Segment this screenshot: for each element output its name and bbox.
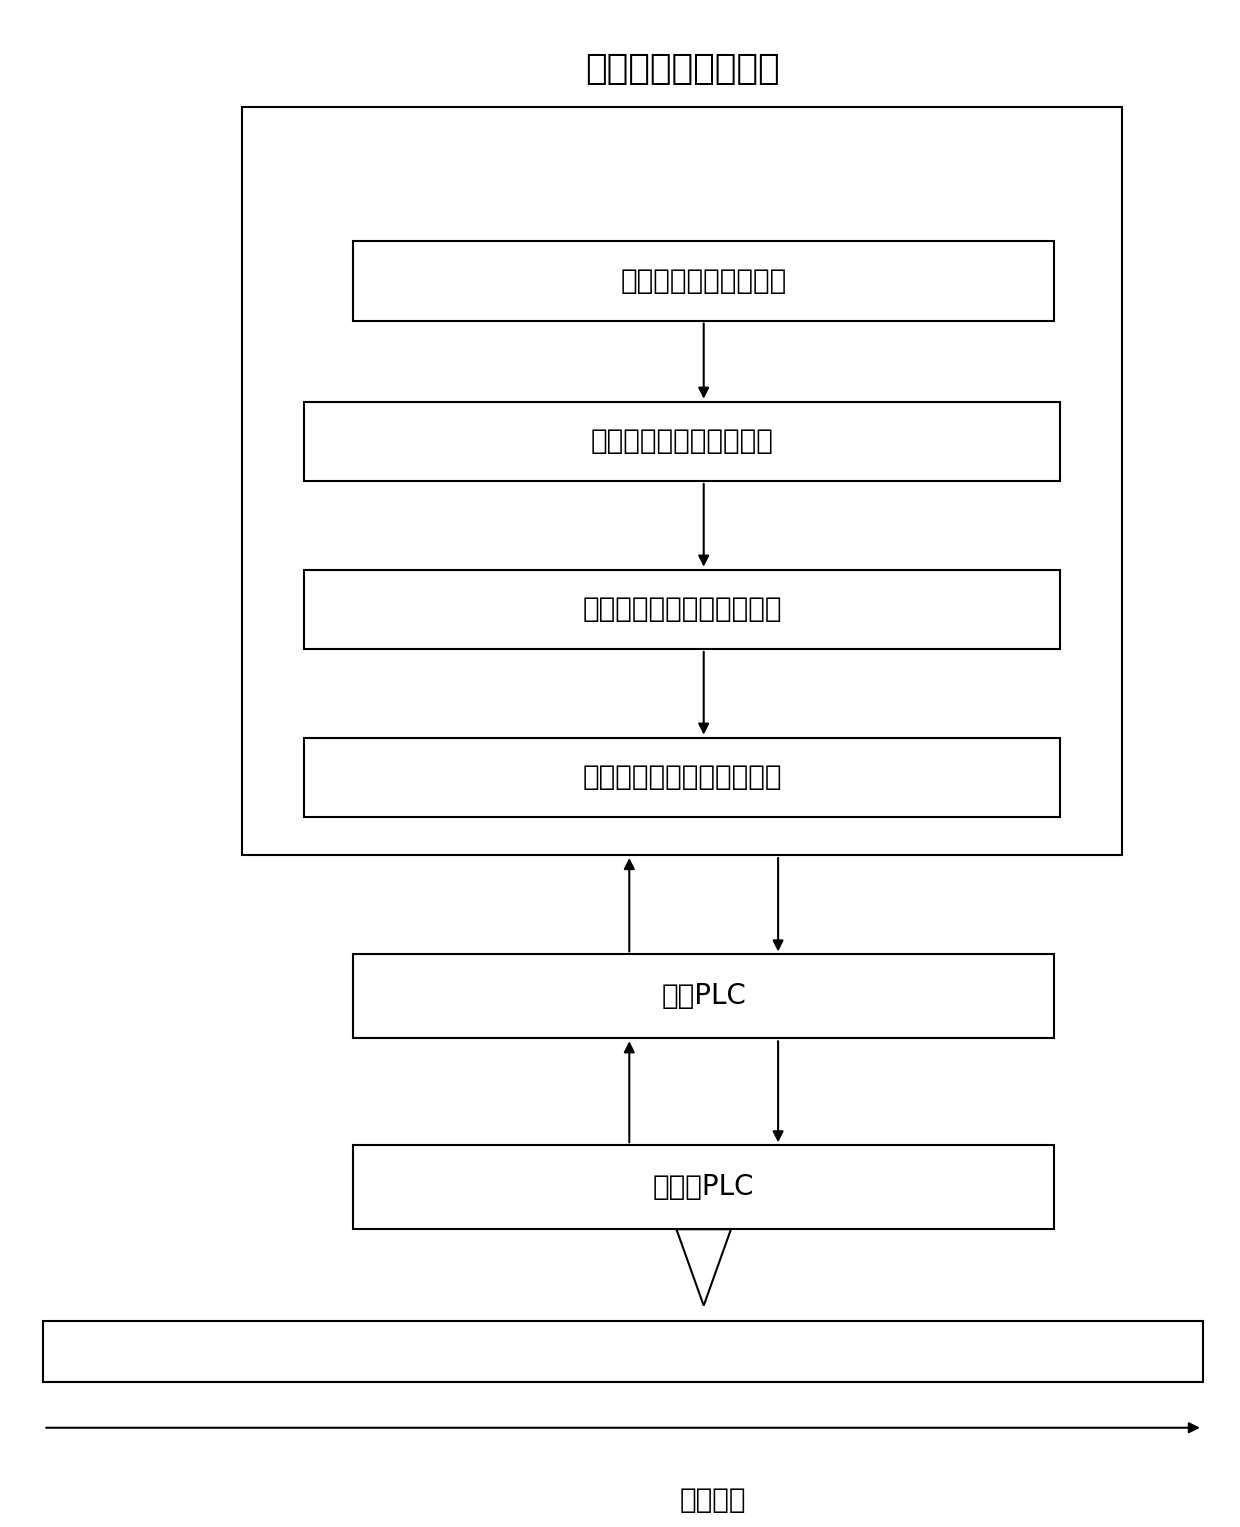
Text: 切割机PLC: 切割机PLC (653, 1173, 754, 1202)
Bar (353, 954, 1054, 1038)
Bar (353, 241, 1054, 321)
Bar (353, 1145, 1054, 1229)
Text: 组坯优化可行性判别模块: 组坯优化可行性判别模块 (590, 428, 774, 455)
Polygon shape (676, 1229, 730, 1306)
Bar (43, 1321, 1203, 1382)
Text: 计算结果输出兼容处理模块: 计算结果输出兼容处理模块 (583, 764, 781, 791)
Text: 模型计算区间识别模块: 模型计算区间识别模块 (620, 267, 787, 295)
Text: 铸造方向: 铸造方向 (680, 1486, 746, 1513)
Text: 计算区间组坯寻优计算模块: 计算区间组坯寻优计算模块 (583, 596, 781, 623)
Text: 铸机PLC: 铸机PLC (661, 982, 746, 1011)
Text: 连铸过程计算机系统: 连铸过程计算机系统 (585, 52, 779, 86)
Bar (242, 107, 1122, 855)
Bar (304, 570, 1060, 649)
Bar (304, 738, 1060, 817)
Bar (304, 402, 1060, 481)
